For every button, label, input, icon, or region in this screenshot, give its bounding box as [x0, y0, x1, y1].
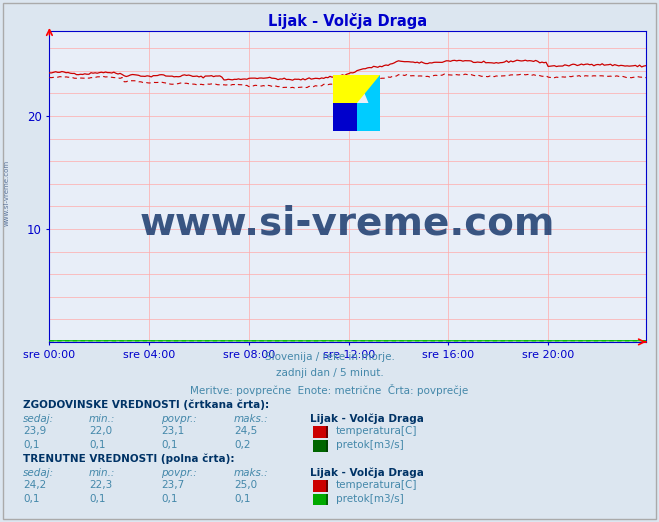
- Text: min.:: min.:: [89, 468, 115, 478]
- Text: ZGODOVINSKE VREDNOSTI (črtkana črta):: ZGODOVINSKE VREDNOSTI (črtkana črta):: [23, 399, 269, 410]
- Text: 23,7: 23,7: [161, 480, 185, 490]
- Text: pretok[m3/s]: pretok[m3/s]: [336, 440, 404, 450]
- Text: maks.:: maks.:: [234, 468, 269, 478]
- Text: TRENUTNE VREDNOSTI (polna črta):: TRENUTNE VREDNOSTI (polna črta):: [23, 453, 235, 464]
- Polygon shape: [357, 75, 380, 103]
- Text: 25,0: 25,0: [234, 480, 257, 490]
- Text: Meritve: povprečne  Enote: metrične  Črta: povprečje: Meritve: povprečne Enote: metrične Črta:…: [190, 384, 469, 396]
- Text: sedaj:: sedaj:: [23, 468, 54, 478]
- Text: 0,1: 0,1: [161, 494, 178, 504]
- Text: www.si-vreme.com: www.si-vreme.com: [140, 205, 556, 243]
- Text: 24,5: 24,5: [234, 426, 257, 436]
- Text: temperatura[C]: temperatura[C]: [336, 480, 418, 490]
- Text: 0,1: 0,1: [234, 494, 250, 504]
- Text: 0,1: 0,1: [161, 440, 178, 450]
- Text: Lijak - Volčja Draga: Lijak - Volčja Draga: [310, 414, 424, 424]
- Text: sedaj:: sedaj:: [23, 414, 54, 424]
- Text: maks.:: maks.:: [234, 414, 269, 424]
- Text: 22,0: 22,0: [89, 426, 112, 436]
- Text: 24,2: 24,2: [23, 480, 46, 490]
- Polygon shape: [357, 75, 380, 130]
- Text: min.:: min.:: [89, 414, 115, 424]
- Text: zadnji dan / 5 minut.: zadnji dan / 5 minut.: [275, 368, 384, 378]
- Text: 0,2: 0,2: [234, 440, 250, 450]
- Text: Slovenija / reke in morje.: Slovenija / reke in morje.: [264, 352, 395, 362]
- Text: povpr.:: povpr.:: [161, 468, 197, 478]
- Title: Lijak - Volčja Draga: Lijak - Volčja Draga: [268, 13, 427, 29]
- Bar: [333, 103, 357, 130]
- Text: 0,1: 0,1: [89, 494, 105, 504]
- Text: pretok[m3/s]: pretok[m3/s]: [336, 494, 404, 504]
- Text: 23,9: 23,9: [23, 426, 46, 436]
- Text: 0,1: 0,1: [23, 440, 40, 450]
- Text: www.si-vreme.com: www.si-vreme.com: [3, 160, 10, 226]
- Text: 22,3: 22,3: [89, 480, 112, 490]
- Bar: [357, 103, 380, 130]
- Text: 0,1: 0,1: [89, 440, 105, 450]
- Text: 23,1: 23,1: [161, 426, 185, 436]
- Text: 0,1: 0,1: [23, 494, 40, 504]
- Bar: [333, 75, 357, 103]
- Text: temperatura[C]: temperatura[C]: [336, 426, 418, 436]
- Text: povpr.:: povpr.:: [161, 414, 197, 424]
- Text: Lijak - Volčja Draga: Lijak - Volčja Draga: [310, 468, 424, 478]
